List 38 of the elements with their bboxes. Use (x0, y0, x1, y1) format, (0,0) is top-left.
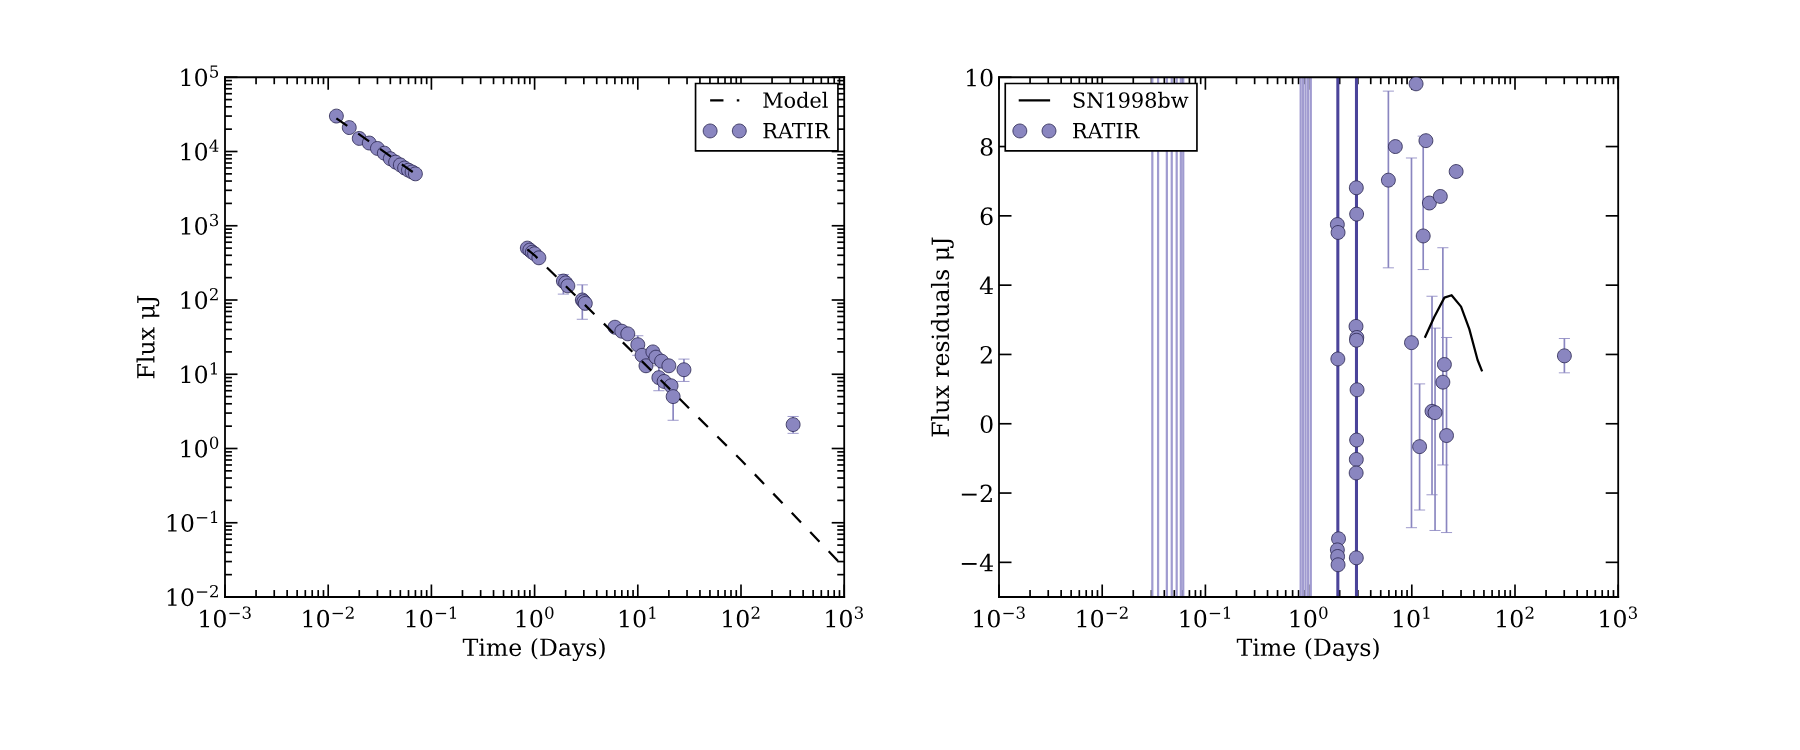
legend-label: RATIR (1073, 123, 1140, 139)
y-tick-label: 10$^{−2}$ (167, 584, 218, 607)
x-axis-title: Time (Days) (462, 637, 605, 662)
legend-label: SN1998bw (1073, 91, 1189, 108)
y-tick-label: 10$^{1}$ (181, 362, 218, 384)
y-tick-label: 10$^{2}$ (181, 287, 218, 310)
x-tick-label: 10$^{3}$ (1600, 606, 1637, 628)
y-tick-label: 10$^{5}$ (181, 65, 219, 87)
x-tick-label: 10$^{0}$ (516, 606, 554, 628)
x-tick-label: 10$^{3}$ (826, 606, 863, 628)
y-tick-label: −2 (961, 484, 992, 503)
x-tick-label: 10$^{−3}$ (974, 606, 1025, 628)
y-tick-label: 0 (980, 415, 993, 434)
y-tick-label: 10$^{0}$ (181, 436, 219, 458)
y-tick-label: 10$^{−1}$ (167, 510, 218, 532)
x-tick-label: 10$^{2}$ (1497, 606, 1534, 628)
y-tick-label: 4 (979, 276, 993, 295)
x-tick-label: 10$^{−3}$ (200, 606, 251, 628)
legend-label: RATIR (763, 123, 831, 139)
x-tick-label: 10$^{−2}$ (303, 606, 354, 628)
legend-label: Model (763, 91, 828, 108)
y-axis-title: Flux residuals μJ (930, 237, 954, 437)
x-tick-label: 10$^{−1}$ (406, 606, 457, 628)
x-tick-label: 10$^{−1}$ (1180, 606, 1231, 628)
y-tick-label: 2 (980, 345, 992, 364)
y-axis-title: Flux μJ (136, 295, 160, 379)
x-tick-label: 10$^{0}$ (1290, 606, 1328, 628)
y-tick-label: 6 (980, 207, 993, 226)
y-tick-label: −4 (961, 553, 993, 572)
y-tick-label: 10$^{4}$ (181, 139, 219, 161)
y-tick-label: 8 (980, 138, 993, 156)
x-tick-label: 10$^{1}$ (619, 606, 656, 628)
y-tick-label: 10$^{3}$ (181, 213, 219, 235)
x-tick-label: 10$^{2}$ (723, 606, 760, 628)
x-tick-label: 10$^{1}$ (1393, 606, 1430, 628)
y-tick-label: 10 (966, 68, 993, 87)
x-tick-label: 10$^{−2}$ (1077, 606, 1128, 628)
x-axis-title: Time (Days) (1236, 637, 1379, 662)
